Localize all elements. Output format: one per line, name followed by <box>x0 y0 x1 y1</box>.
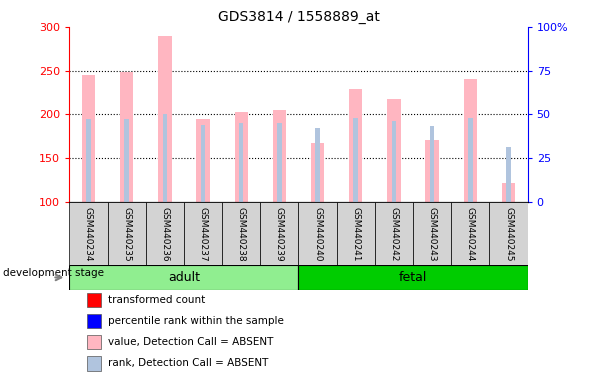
Bar <box>69 265 298 290</box>
Bar <box>82 75 95 202</box>
Text: GSM440240: GSM440240 <box>313 207 322 261</box>
Text: GSM440245: GSM440245 <box>504 207 513 261</box>
Text: rank, Detection Call = ABSENT: rank, Detection Call = ABSENT <box>108 358 268 368</box>
Bar <box>260 202 298 265</box>
Bar <box>239 123 244 202</box>
Bar <box>392 121 396 202</box>
Text: GSM440241: GSM440241 <box>352 207 360 261</box>
Bar <box>146 202 184 265</box>
Text: transformed count: transformed count <box>108 295 205 305</box>
Bar <box>69 202 107 265</box>
Bar <box>201 125 205 202</box>
Bar <box>468 118 473 202</box>
Text: development stage: development stage <box>3 268 104 278</box>
Bar <box>353 118 358 202</box>
Bar <box>277 123 282 202</box>
Text: adult: adult <box>168 271 200 284</box>
Bar <box>86 119 90 202</box>
Text: GSM440239: GSM440239 <box>275 207 284 261</box>
Bar <box>120 72 133 202</box>
Text: GSM440237: GSM440237 <box>198 207 207 261</box>
Bar <box>273 110 286 202</box>
Bar <box>502 183 515 202</box>
Bar <box>413 202 451 265</box>
Bar <box>430 126 434 202</box>
Text: GSM440242: GSM440242 <box>390 207 399 261</box>
Bar <box>387 99 400 202</box>
Bar <box>426 141 439 202</box>
Bar <box>298 202 336 265</box>
Title: GDS3814 / 1558889_at: GDS3814 / 1558889_at <box>218 10 379 25</box>
Bar <box>375 202 413 265</box>
Text: GSM440238: GSM440238 <box>237 207 245 261</box>
Bar <box>222 202 260 265</box>
Text: value, Detection Call = ABSENT: value, Detection Call = ABSENT <box>108 337 273 347</box>
Text: GSM440243: GSM440243 <box>428 207 437 261</box>
Bar <box>311 143 324 202</box>
Bar <box>235 113 248 202</box>
Bar <box>163 114 167 202</box>
Text: GSM440234: GSM440234 <box>84 207 93 261</box>
Bar <box>184 202 222 265</box>
Bar <box>507 147 511 202</box>
Text: GSM440244: GSM440244 <box>466 207 475 261</box>
Bar <box>197 119 210 202</box>
Text: GSM440236: GSM440236 <box>160 207 169 261</box>
Text: GSM440235: GSM440235 <box>122 207 131 261</box>
Bar <box>490 202 528 265</box>
Text: percentile rank within the sample: percentile rank within the sample <box>108 316 284 326</box>
Bar <box>349 89 362 202</box>
Bar <box>336 202 375 265</box>
Bar <box>107 202 146 265</box>
Bar <box>158 36 171 202</box>
Bar <box>298 265 528 290</box>
Bar <box>464 79 477 202</box>
Bar <box>451 202 490 265</box>
Bar <box>315 128 320 202</box>
Bar <box>124 119 129 202</box>
Text: fetal: fetal <box>399 271 428 284</box>
